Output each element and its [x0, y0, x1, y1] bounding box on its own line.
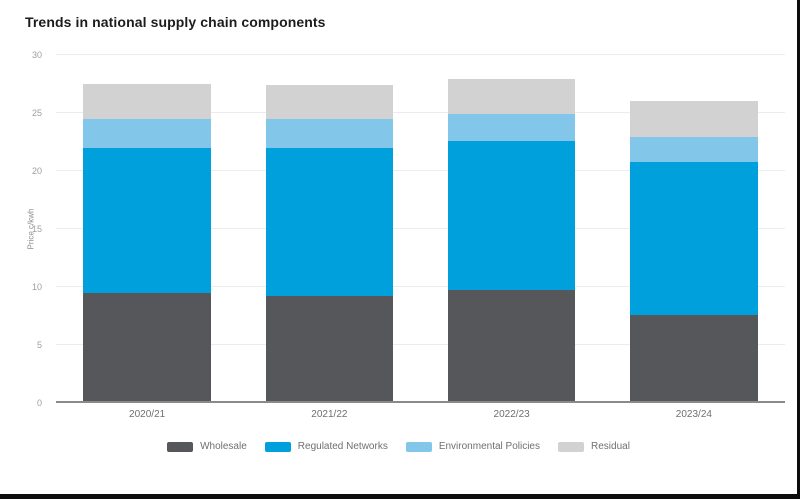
segment-environmental-policies-2022-23[interactable] [447, 114, 576, 141]
y-tick-label-15: 15 [31, 224, 42, 234]
legend-swatch-residual [558, 441, 584, 452]
legend-label-regulated-networks: Regulated Networks [297, 441, 388, 452]
gridline-5 [56, 344, 785, 345]
segment-wholesale-2021-22[interactable] [265, 296, 394, 403]
x-axis-labels: 2020/21 2021/22 2022/23 2023/24 [56, 409, 785, 420]
gridline-15 [56, 228, 785, 229]
x-axis-label-2023-24: 2023/24 [675, 409, 712, 420]
stacked-bar-2020-21 [83, 55, 211, 403]
x-axis-label-2022-23: 2022/23 [493, 409, 530, 420]
legend-swatch-regulated-networks [264, 441, 291, 452]
legend: Wholesale Regulated Networks Environmental… [0, 441, 797, 452]
segment-environmental-policies-2021-22[interactable] [265, 118, 394, 148]
legend-swatch-wholesale [167, 441, 194, 452]
segment-residual-2023-24[interactable] [630, 101, 758, 138]
legend-swatch-environmental-policies [405, 441, 432, 452]
segment-wholesale-2022-23[interactable] [447, 290, 576, 403]
segment-environmental-policies-2023-24[interactable] [630, 137, 758, 162]
bar-slot-2023-24 [603, 55, 785, 403]
gridline-30 [56, 54, 785, 55]
legend-label-wholesale: Wholesale [200, 441, 247, 452]
stacked-bar-2021-22 [265, 55, 394, 403]
segment-wholesale-2023-24[interactable] [630, 314, 758, 403]
segment-wholesale-2020-21[interactable] [83, 292, 211, 403]
y-tick-label-30: 30 [31, 50, 42, 60]
legend-label-residual: Residual [591, 441, 630, 452]
y-tick-label-5: 5 [36, 340, 42, 350]
segment-regulated-networks-2021-22[interactable] [265, 147, 394, 297]
segment-regulated-networks-2020-21[interactable] [83, 147, 211, 293]
stacked-bar-2023-24 [630, 55, 758, 403]
segment-environmental-policies-2020-21[interactable] [83, 118, 211, 148]
segment-regulated-networks-2023-24[interactable] [630, 161, 758, 315]
gridline-20 [56, 170, 785, 171]
bar-slot-2020-21 [56, 55, 238, 403]
x-axis-label-2020-21: 2020/21 [129, 409, 166, 420]
segment-residual-2022-23[interactable] [447, 79, 576, 115]
y-tick-label-20: 20 [31, 166, 42, 176]
legend-label-environmental-policies: Environmental Policies [438, 441, 540, 452]
stacked-bar-2022-23 [447, 55, 576, 403]
legend-item-regulated-networks[interactable]: Regulated Networks [264, 441, 388, 452]
segment-residual-2020-21[interactable] [83, 84, 211, 119]
y-tick-label-25: 25 [31, 108, 42, 118]
chart-title: Trends in national supply chain componen… [25, 14, 326, 30]
segment-residual-2021-22[interactable] [265, 85, 394, 119]
bars-container [56, 55, 785, 403]
segment-regulated-networks-2022-23[interactable] [447, 140, 576, 291]
plot-area [56, 54, 785, 403]
y-axis-tick-labels: 0 5 10 15 20 25 30 [0, 50, 48, 408]
gridline-10 [56, 286, 785, 287]
y-tick-label-10: 10 [31, 282, 42, 292]
bar-slot-2021-22 [238, 55, 420, 403]
y-tick-label-0: 0 [36, 398, 42, 408]
x-axis-label-2021-22: 2021/22 [311, 409, 348, 420]
legend-item-residual[interactable]: Residual [558, 441, 630, 452]
legend-item-environmental-policies[interactable]: Environmental Policies [405, 441, 540, 452]
gridline-25 [56, 112, 785, 113]
bar-slot-2022-23 [421, 55, 603, 403]
x-axis-line [56, 401, 785, 403]
legend-item-wholesale[interactable]: Wholesale [167, 441, 247, 452]
